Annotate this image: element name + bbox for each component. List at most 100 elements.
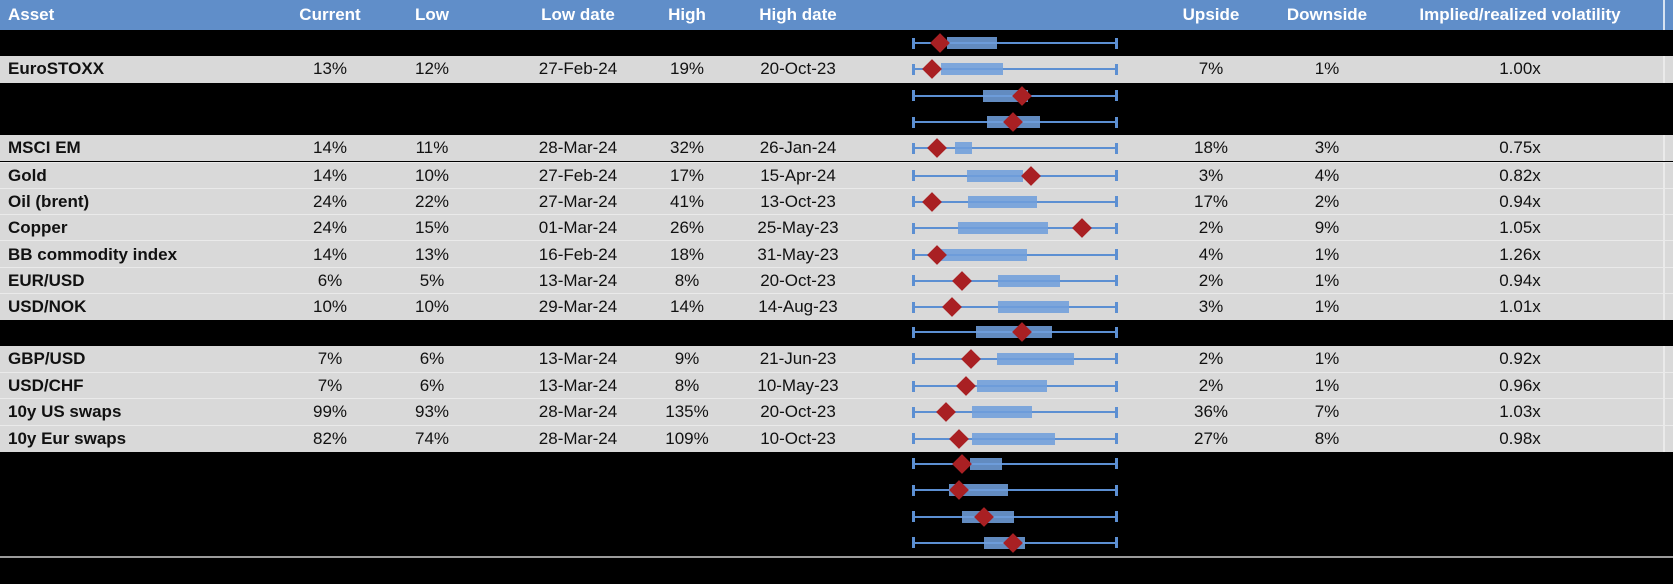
range-low-cap [912,63,915,75]
range-low-cap [912,326,915,338]
range-plot [912,399,1118,425]
cell-low-date: 27-Feb-24 [538,165,618,185]
cell-upside: 2% [1198,348,1224,368]
range-plot [912,109,1118,135]
asset-row: Copper 24% 15% 01-Mar-24 26% 25-May-23 2% 9% 1.0… [0,214,1673,242]
cell-upside: 18% [1193,138,1229,158]
cell-ivol: 1.26x [1499,244,1541,264]
range-plot [912,477,1118,503]
cell-current: 99% [312,402,348,422]
cell-high: 8% [674,270,700,290]
cell-upside: 17% [1193,191,1229,211]
cell-ivol: 0.75x [1499,138,1541,158]
cell-ivol: 1.00x [1499,59,1541,79]
cell-low: 12% [414,59,450,79]
range-low-cap [912,37,915,49]
range-plot [912,426,1118,452]
asset-row: USD/CHF 7% 6% 13-Mar-24 8% 10-May-23 2% 1% 0.96x [0,371,1673,400]
range-high-cap [1115,353,1118,365]
cell-current: 14% [312,138,348,158]
current-marker-diamond [1072,218,1092,239]
range-high-cap [1115,170,1118,182]
cell-high-date: 20-Oct-23 [760,402,836,422]
cell-low-date: 29-Mar-24 [538,297,618,317]
range-low-cap [912,170,915,182]
range-low-cap [912,484,915,496]
range-box [969,457,1002,470]
cell-high-date: 21-Jun-23 [759,348,837,368]
cell-ivol: 1.03x [1499,402,1541,422]
cell-current: 14% [312,165,348,185]
current-marker-diamond [922,59,942,80]
range-high-cap [1115,433,1118,445]
asset-row: 10y US swaps 99% 93% 28-Mar-24 135% 20-Oct-23… [0,398,1673,426]
cell-ivol: 0.94x [1499,191,1541,211]
cell-asset: 10y US swaps [8,402,122,422]
range-low-cap [912,116,915,128]
hidden-row [0,30,1673,56]
range-box [955,142,972,155]
cell-upside: 4% [1198,244,1224,264]
range-high-cap [1115,275,1118,287]
asset-row: GBP/USD 7% 6% 13-Mar-24 9% 21-Jun-23 2% 1% 0.92x [0,345,1673,373]
cell-current: 82% [312,428,348,448]
cell-high-date: 31-May-23 [757,244,839,264]
range-high-cap [1115,458,1118,470]
current-marker-diamond [956,376,976,396]
range-high-cap [1115,116,1118,128]
hidden-row [0,109,1673,135]
range-high-cap [1115,406,1118,418]
range-low-cap [912,249,915,261]
bottom-divider-line [0,556,1673,558]
hidden-row [0,451,1673,477]
range-low-cap [912,142,915,154]
range-high-cap [1115,196,1118,208]
cell-low: 10% [414,165,450,185]
cell-asset: USD/NOK [8,297,87,317]
cell-high: 19% [669,59,705,79]
range-low-cap [912,353,915,365]
cell-asset: 10y Eur swaps [8,428,127,448]
range-whisker-line [913,515,1117,518]
cell-low-date: 27-Mar-24 [538,191,618,211]
cell-high: 109% [665,428,709,448]
cell-low-date: 16-Feb-24 [538,244,618,264]
cell-downside: 2% [1314,191,1340,211]
hidden-row [0,83,1673,109]
cell-low: 11% [415,138,449,158]
cell-ivol: 0.94x [1499,270,1541,290]
cell-downside: 1% [1314,244,1340,264]
current-marker-diamond [952,454,972,474]
range-low-cap [912,511,915,523]
range-plot [912,373,1118,399]
range-plot [912,268,1118,294]
asset-row: BB commodity index 14% 13% 16-Feb-24 18% 31-M… [0,240,1673,268]
cell-ivol: 1.05x [1499,218,1541,238]
col-header-upside: Upside [1182,5,1240,24]
cell-high: 32% [669,138,705,158]
current-marker-diamond [952,270,972,291]
range-box [958,222,1049,235]
col-header-implied-realized-volatility: Implied/realized volatility [1419,5,1621,24]
cell-low-date: 28-Mar-24 [538,428,618,448]
cell-asset: Gold [8,165,47,185]
range-low-cap [912,222,915,234]
range-box [947,37,998,50]
cell-high: 8% [674,376,700,396]
cell-high-date: 10-Oct-23 [760,428,836,448]
col-header-high-date: High date [759,5,837,24]
cell-low-date: 28-Mar-24 [538,138,618,158]
range-low-cap [912,196,915,208]
col-header-asset: Asset [8,5,55,24]
range-box [977,380,1048,393]
range-box [971,406,1032,419]
cell-high: 135% [665,402,709,422]
cell-low: 93% [414,402,450,422]
range-whisker-line [913,489,1117,492]
range-high-cap [1115,63,1118,75]
cell-upside: 3% [1198,297,1224,317]
cell-high: 14% [669,297,705,317]
hidden-row [0,503,1673,529]
cell-downside: 1% [1314,59,1340,79]
